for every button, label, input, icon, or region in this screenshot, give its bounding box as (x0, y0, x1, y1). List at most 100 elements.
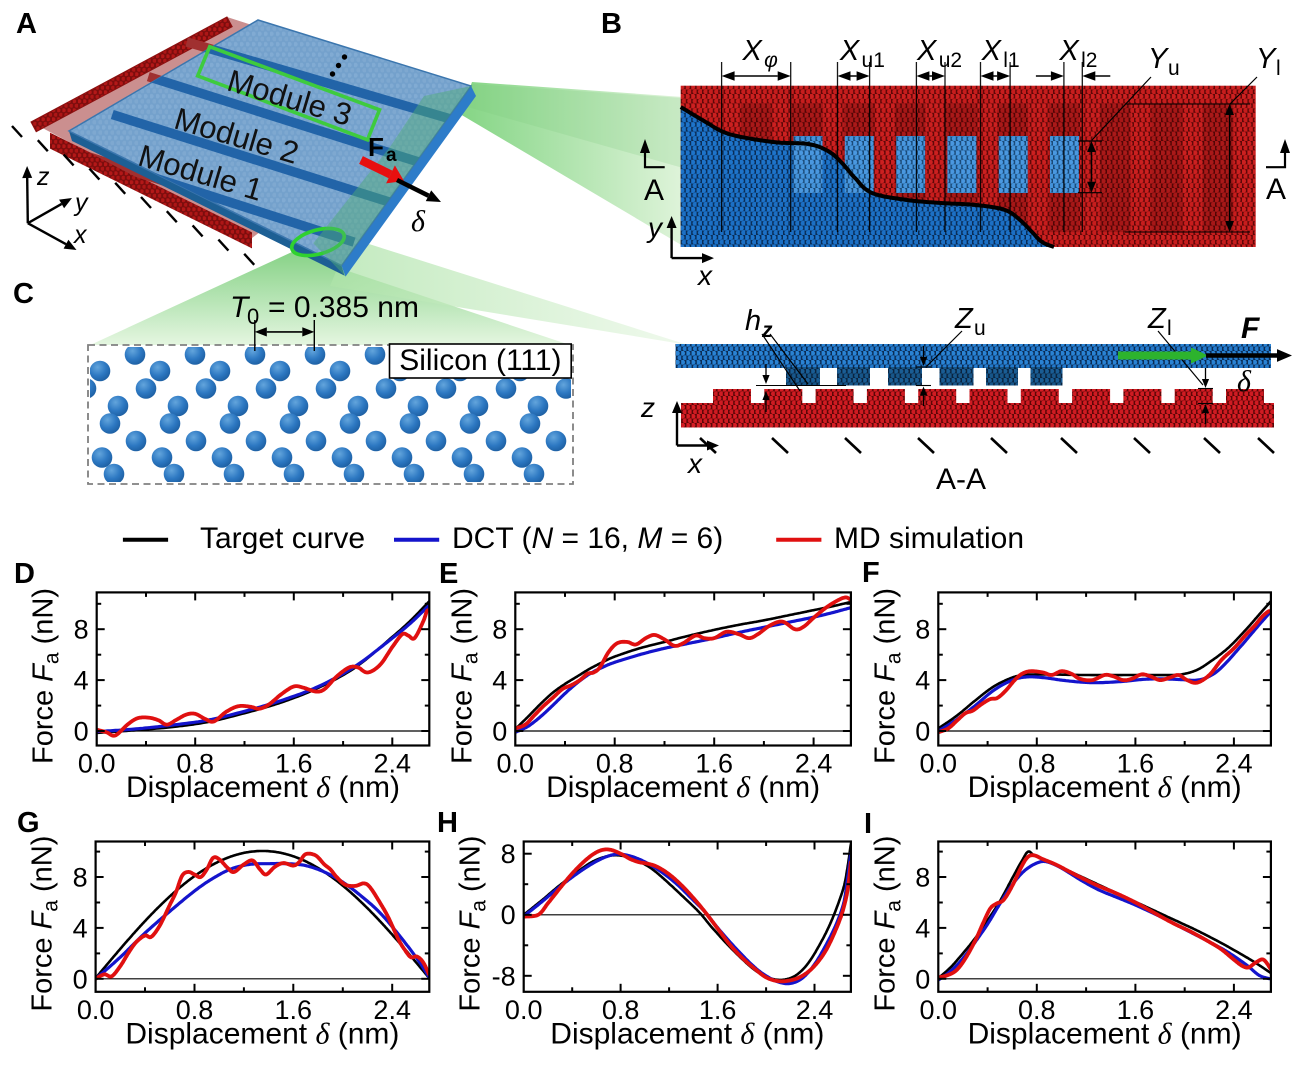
svg-text:X: X (741, 35, 763, 67)
svg-text:Force Fa (nN): Force Fa (nN) (446, 588, 482, 764)
svg-text:B: B (601, 8, 622, 40)
svg-text:Force Fa (nN): Force Fa (nN) (869, 836, 905, 1012)
svg-text:0.8: 0.8 (596, 749, 634, 779)
svg-text:MD simulation: MD simulation (834, 522, 1024, 555)
svg-text:Force Fa (nN): Force Fa (nN) (27, 836, 63, 1012)
svg-text:u: u (974, 317, 986, 340)
svg-text:0.8: 0.8 (1018, 995, 1056, 1025)
svg-text:T: T (230, 291, 251, 324)
svg-text:2.4: 2.4 (795, 749, 833, 779)
svg-text:2.4: 2.4 (1215, 995, 1253, 1025)
svg-text:h: h (745, 305, 761, 337)
svg-text:8: 8 (915, 615, 930, 645)
svg-text:X: X (1058, 35, 1080, 67)
svg-text:2.4: 2.4 (796, 995, 834, 1025)
svg-text:0.0: 0.0 (497, 749, 535, 779)
svg-text:0.0: 0.0 (77, 995, 115, 1025)
svg-text:z: z (761, 319, 773, 342)
svg-text:Displacement δ (nm): Displacement δ (nm) (125, 1017, 399, 1050)
svg-text:0: 0 (73, 964, 88, 994)
svg-text:y: y (646, 212, 664, 243)
svg-text:z: z (640, 392, 655, 423)
svg-text:Y: Y (1256, 43, 1278, 75)
svg-text:Y: Y (1148, 43, 1170, 75)
svg-text:0.0: 0.0 (920, 749, 958, 779)
svg-text:4: 4 (915, 913, 930, 943)
svg-text:F: F (862, 557, 880, 589)
svg-text:0.0: 0.0 (78, 749, 116, 779)
svg-text:φ: φ (764, 49, 778, 72)
svg-text:Force Fa (nN): Force Fa (nN) (455, 836, 491, 1012)
svg-text:0.8: 0.8 (602, 995, 640, 1025)
svg-text:Displacement δ (nm): Displacement δ (nm) (546, 771, 820, 804)
svg-text:2.4: 2.4 (374, 749, 412, 779)
svg-text:0.8: 0.8 (176, 749, 214, 779)
svg-text:A-A: A-A (936, 463, 986, 496)
svg-text:l2: l2 (1081, 49, 1097, 72)
svg-text:8: 8 (492, 615, 507, 645)
svg-text:A: A (16, 8, 37, 40)
svg-text:y: y (73, 189, 89, 217)
svg-text:δ: δ (1237, 365, 1252, 398)
svg-text:u1: u1 (862, 49, 885, 72)
svg-text:0: 0 (492, 717, 507, 747)
svg-text:4: 4 (73, 913, 88, 943)
svg-text:Displacement δ (nm): Displacement δ (nm) (968, 771, 1242, 804)
svg-text:δ: δ (411, 205, 426, 238)
svg-text:z: z (36, 163, 50, 191)
svg-text:X: X (916, 35, 938, 67)
svg-text:0.0: 0.0 (505, 995, 543, 1025)
svg-text:= 0.385 nm: = 0.385 nm (268, 291, 419, 324)
svg-text:1.6: 1.6 (699, 995, 737, 1025)
svg-text:1.6: 1.6 (1117, 995, 1155, 1025)
svg-text:0: 0 (501, 900, 516, 930)
svg-text:0.0: 0.0 (920, 995, 958, 1025)
svg-text:A: A (644, 174, 664, 207)
svg-text:8: 8 (74, 615, 89, 645)
svg-text:1.6: 1.6 (1117, 749, 1155, 779)
svg-text:E: E (439, 558, 458, 590)
svg-text:F: F (1241, 312, 1260, 345)
svg-text:X: X (839, 35, 861, 67)
svg-text:8: 8 (73, 863, 88, 893)
svg-text:l1: l1 (1003, 49, 1019, 72)
svg-text:DCT (N = 16, M = 6): DCT (N = 16, M = 6) (452, 522, 723, 555)
svg-text:Force Fa (nN): Force Fa (nN) (869, 588, 905, 764)
svg-text:8: 8 (501, 839, 516, 869)
svg-text:l: l (1167, 317, 1172, 340)
svg-text:Silicon (111): Silicon (111) (399, 344, 561, 377)
svg-text:a: a (386, 145, 397, 166)
svg-text:-8: -8 (492, 961, 516, 991)
svg-text:2.4: 2.4 (1215, 749, 1253, 779)
svg-text:G: G (17, 807, 40, 839)
svg-text:D: D (14, 558, 35, 590)
svg-text:0: 0 (915, 717, 930, 747)
svg-text:0: 0 (74, 717, 89, 747)
svg-text:Displacement δ (nm): Displacement δ (nm) (126, 771, 400, 804)
svg-text:C: C (13, 278, 34, 310)
svg-text:2.4: 2.4 (373, 995, 411, 1025)
svg-text:0: 0 (915, 964, 930, 994)
svg-text:A: A (1266, 173, 1286, 206)
svg-text:8: 8 (915, 863, 930, 893)
svg-text:u2: u2 (939, 49, 962, 72)
svg-text:0.8: 0.8 (1018, 749, 1056, 779)
svg-text:Displacement δ (nm): Displacement δ (nm) (968, 1017, 1242, 1050)
svg-text:4: 4 (492, 666, 507, 696)
svg-text:Z: Z (954, 303, 974, 335)
svg-text:Target curve: Target curve (200, 522, 365, 555)
svg-text:X: X (981, 35, 1003, 67)
svg-text:H: H (437, 807, 458, 839)
svg-text:1.6: 1.6 (275, 995, 313, 1025)
svg-text:u: u (1168, 57, 1180, 80)
svg-text:1.6: 1.6 (275, 749, 313, 779)
svg-text:0.8: 0.8 (176, 995, 214, 1025)
svg-text:x: x (696, 260, 713, 291)
svg-text:4: 4 (915, 666, 930, 696)
svg-text:x: x (686, 448, 703, 479)
svg-text:I: I (864, 808, 872, 840)
svg-text:1.6: 1.6 (695, 749, 733, 779)
svg-text:F: F (368, 132, 384, 162)
svg-text:Displacement δ (nm): Displacement δ (nm) (550, 1017, 824, 1050)
svg-text:0: 0 (247, 304, 259, 329)
